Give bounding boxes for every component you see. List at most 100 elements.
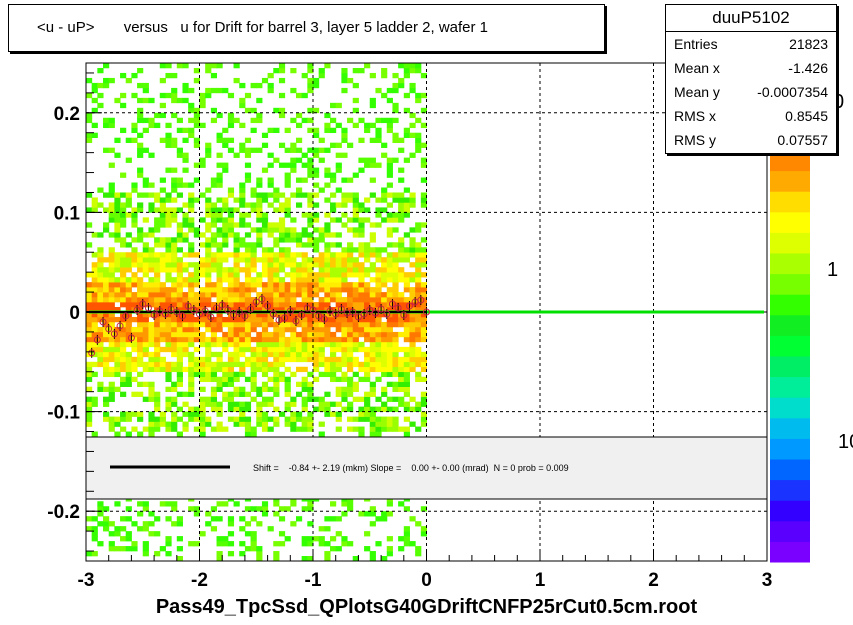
heat-cell — [125, 331, 132, 338]
heat-cell — [256, 351, 263, 358]
heat-cell — [403, 132, 410, 138]
heat-cell — [148, 262, 155, 268]
heat-cell — [335, 376, 342, 383]
heat-cell — [318, 282, 325, 288]
heat-cell — [108, 162, 115, 168]
heat-cell — [97, 82, 104, 89]
heat-cell — [347, 297, 354, 303]
heat-cell — [250, 312, 257, 318]
heat-cell — [199, 406, 206, 412]
heat-cell — [341, 361, 348, 368]
heat-cell — [278, 302, 286, 308]
heat-cell — [278, 262, 286, 268]
heat-cell — [267, 376, 274, 383]
heat-cell — [267, 292, 274, 298]
heat-cell — [120, 336, 127, 343]
heat-cell — [182, 401, 189, 407]
heat-cell — [227, 361, 235, 368]
heat-cell — [171, 262, 178, 268]
heat-cell — [347, 282, 354, 288]
heat-cell — [398, 257, 405, 263]
heat-cell — [103, 521, 110, 527]
heat-cell — [313, 227, 320, 233]
heat-cell — [222, 376, 229, 383]
heat-cell — [284, 182, 291, 188]
profile-point — [184, 302, 192, 310]
heat-cell — [284, 147, 291, 153]
heat-cell — [330, 501, 337, 507]
heat-cell — [398, 167, 405, 173]
heat-cell — [142, 297, 149, 303]
heat-cell — [341, 137, 348, 143]
profile-point — [88, 349, 96, 357]
heat-cell — [324, 551, 331, 557]
heat-cell — [86, 321, 93, 328]
heat-cell — [222, 202, 229, 208]
heat-cell — [278, 202, 286, 208]
heat-cell — [352, 272, 359, 278]
heat-cell — [307, 167, 314, 173]
heat-cell — [318, 262, 325, 268]
heat-cell — [250, 326, 257, 333]
heat-cell — [120, 411, 127, 417]
heat-cell — [352, 396, 359, 402]
heat-cell — [97, 292, 104, 298]
heat-cell — [278, 217, 286, 223]
heat-cell — [244, 107, 252, 114]
heat-cell — [148, 292, 155, 298]
heat-cell — [165, 426, 172, 432]
colorbar-label: 1 — [827, 259, 838, 281]
heat-cell — [103, 371, 110, 378]
profile-point — [349, 308, 357, 316]
heat-cell — [244, 92, 252, 99]
heat-cell — [307, 326, 314, 333]
heat-cell — [273, 277, 280, 283]
heat-cell — [267, 396, 274, 402]
heat-cell — [120, 92, 127, 99]
heat-cell — [182, 182, 189, 188]
heat-cell — [165, 137, 172, 143]
colorbar-swatch — [770, 191, 810, 213]
heat-cell — [273, 222, 280, 228]
heat-cell — [335, 366, 342, 373]
heat-cell — [369, 222, 376, 228]
heat-cell — [159, 282, 166, 288]
heat-cell — [108, 192, 115, 198]
heat-cell — [154, 326, 161, 333]
heat-cell — [324, 556, 331, 561]
profile-point — [326, 307, 334, 315]
heat-cell — [420, 107, 427, 114]
heat-cell — [159, 346, 166, 353]
colorbar-swatch — [770, 459, 810, 481]
heat-cell — [381, 391, 388, 397]
heat-cell — [125, 252, 132, 258]
heat-cell — [369, 192, 376, 198]
heat-cell — [222, 391, 229, 397]
heat-cell — [182, 237, 189, 243]
heat-cell — [278, 321, 286, 328]
heat-cell — [193, 117, 200, 124]
heat-cell — [205, 262, 212, 268]
heat-cell — [188, 117, 195, 124]
heat-cell — [171, 167, 178, 173]
heat-cell — [409, 326, 416, 333]
heat-cell — [176, 257, 183, 263]
heat-cell — [165, 386, 172, 392]
heat-cell — [205, 237, 212, 243]
heat-cell — [120, 346, 127, 353]
heat-cell — [341, 406, 348, 412]
heat-cell — [142, 526, 149, 532]
heat-cell — [358, 366, 365, 373]
heat-cell — [114, 207, 121, 213]
heat-cell — [159, 177, 166, 183]
heat-cell — [313, 366, 320, 373]
heat-cell — [103, 222, 110, 228]
heat-cell — [86, 137, 93, 143]
heat-cell — [148, 411, 155, 417]
heat-cell — [341, 192, 348, 198]
heat-cell — [341, 336, 348, 343]
heat-cell — [409, 192, 416, 198]
heat-cell — [216, 182, 223, 188]
heat-cell — [318, 351, 325, 358]
heat-cell — [375, 247, 382, 253]
